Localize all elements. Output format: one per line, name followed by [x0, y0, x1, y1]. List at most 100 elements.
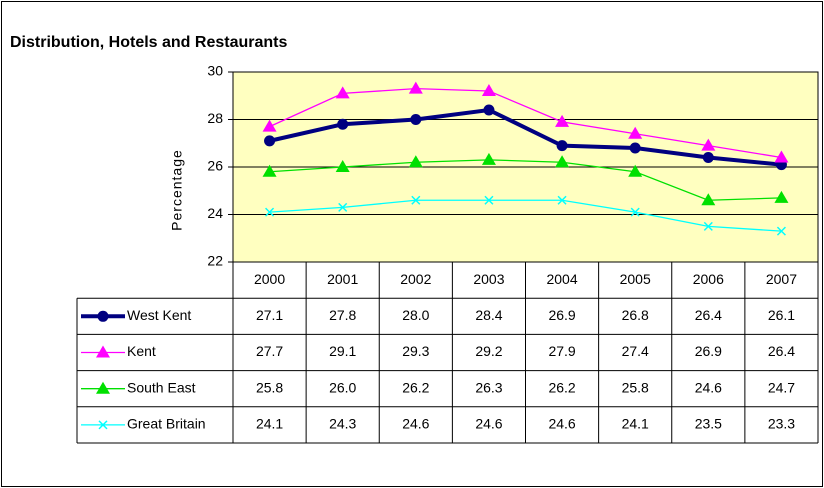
- marker: [555, 114, 570, 127]
- marker-stroke: [338, 202, 348, 212]
- marker: [776, 226, 786, 236]
- table-value: 24.6: [475, 416, 502, 432]
- marker-stroke: [484, 195, 494, 205]
- table-value: 24.6: [548, 416, 575, 432]
- marker: [702, 152, 714, 163]
- y-axis-label: Percentage: [169, 149, 185, 231]
- table-value: 27.4: [622, 343, 649, 359]
- marker-stroke: [776, 226, 786, 236]
- marker: [557, 195, 567, 205]
- marker: [483, 104, 495, 116]
- series-line: [269, 87, 782, 159]
- marker: [701, 138, 716, 151]
- table-value: 26.8: [622, 307, 649, 323]
- legend-marker: [98, 420, 108, 430]
- marker: [774, 150, 789, 163]
- marker: [262, 119, 277, 132]
- table-value: 23.5: [695, 416, 722, 432]
- y-tick-label: 30: [207, 63, 223, 79]
- table-value: 23.3: [768, 416, 795, 432]
- marker: [481, 152, 496, 165]
- marker: [703, 221, 713, 231]
- series-line: [269, 159, 782, 201]
- table-value: 26.2: [548, 379, 575, 395]
- marker: [265, 207, 275, 217]
- table-value: 29.3: [402, 343, 429, 359]
- legend-marker: [96, 345, 110, 358]
- table-value: 24.1: [256, 416, 283, 432]
- marker-stroke: [557, 195, 567, 205]
- table-value: 28.4: [475, 307, 502, 323]
- marker: [262, 164, 277, 177]
- marker: [556, 140, 568, 152]
- table-value: 24.6: [402, 416, 429, 432]
- table-value: 26.2: [402, 379, 429, 395]
- marker: [629, 142, 641, 154]
- chart-title: Distribution, Hotels and Restaurants: [10, 34, 287, 51]
- table-value: 26.4: [768, 343, 795, 359]
- marker: [628, 164, 643, 177]
- table-value: 24.3: [329, 416, 356, 432]
- marker: [335, 160, 350, 172]
- marker: [337, 118, 349, 130]
- legend-marker: [96, 381, 110, 394]
- marker: [335, 86, 350, 99]
- y-tick-label: 28: [207, 110, 223, 126]
- legend-label: West Kent: [127, 307, 191, 323]
- legend-label: Kent: [127, 343, 156, 359]
- x-tick-label: 2004: [546, 271, 577, 287]
- x-tick-label: 2006: [693, 271, 724, 287]
- x-tick-label: 2002: [400, 271, 431, 287]
- table-value: 26.4: [695, 307, 722, 323]
- marker-stroke: [265, 207, 275, 217]
- table-value: 28.0: [402, 307, 429, 323]
- marker: [338, 202, 348, 212]
- table-value: 25.8: [256, 379, 283, 395]
- legend-symbol: [98, 420, 108, 430]
- legend-symbol: [96, 381, 110, 394]
- marker: [481, 84, 496, 96]
- y-tick-label: 22: [207, 253, 223, 269]
- x-tick-label: 2000: [254, 271, 285, 287]
- table-value: 24.1: [622, 416, 649, 432]
- table-value: 26.1: [768, 307, 795, 323]
- table-value: 26.0: [329, 379, 356, 395]
- legend-label: South East: [127, 379, 196, 395]
- x-tick-label: 2007: [766, 271, 797, 287]
- table-value: 26.9: [695, 343, 722, 359]
- marker: [411, 195, 421, 205]
- marker: [264, 135, 276, 147]
- table-value: 29.1: [329, 343, 356, 359]
- marker-stroke: [703, 221, 713, 231]
- marker: [484, 195, 494, 205]
- marker: [628, 126, 643, 139]
- x-tick-label: 2001: [327, 271, 358, 287]
- y-tick-label: 26: [207, 158, 223, 174]
- marker: [774, 190, 789, 203]
- marker-stroke: [630, 207, 640, 217]
- x-tick-label: 2005: [620, 271, 651, 287]
- table-value: 25.8: [622, 379, 649, 395]
- marker: [408, 81, 423, 94]
- marker: [630, 207, 640, 217]
- marker-stroke: [411, 195, 421, 205]
- series-line: [269, 199, 782, 232]
- table-value: 24.7: [768, 379, 795, 395]
- legend-marker: [97, 310, 109, 322]
- marker: [408, 155, 423, 168]
- marker: [701, 193, 716, 206]
- table-value: 27.1: [256, 307, 283, 323]
- legend-symbol: [97, 310, 109, 322]
- table-value: 27.7: [256, 343, 283, 359]
- marker-stroke: [98, 420, 108, 430]
- table-value: 26.9: [548, 307, 575, 323]
- marker: [555, 155, 570, 168]
- legend-symbol: [96, 345, 110, 358]
- table-value: 26.3: [475, 379, 502, 395]
- table-value: 27.8: [329, 307, 356, 323]
- y-tick-label: 24: [207, 205, 223, 221]
- marker: [410, 114, 422, 125]
- table-value: 27.9: [548, 343, 575, 359]
